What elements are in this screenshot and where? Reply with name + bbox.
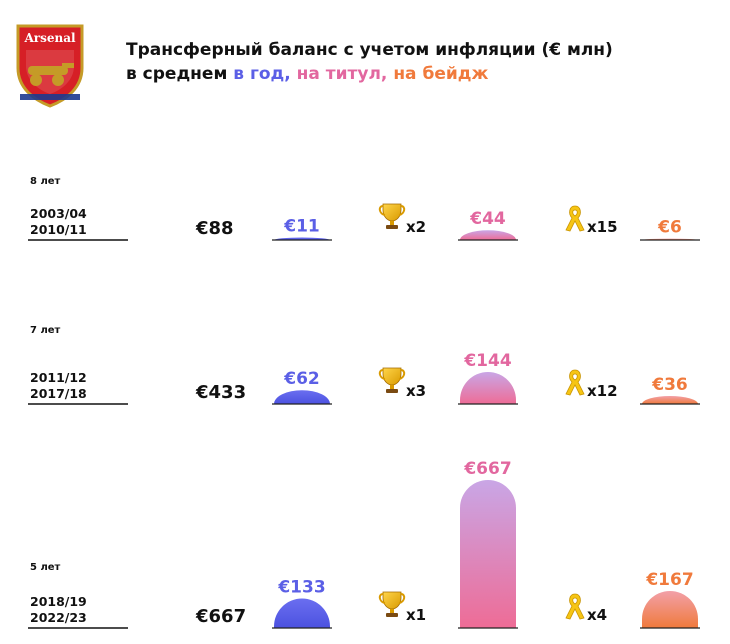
bar-per-badge — [642, 396, 698, 404]
yellow-ribbon-icon — [565, 593, 585, 620]
period-length: 8 лет — [30, 176, 61, 187]
total-balance: €433 — [195, 382, 246, 403]
season-end: 2010/11 — [30, 222, 87, 237]
trophy-base — [386, 389, 398, 393]
trophy-stem — [390, 385, 394, 389]
badges-count: x12 — [587, 382, 618, 400]
season-end: 2017/18 — [30, 386, 87, 401]
data-label-per-year: €62 — [283, 369, 320, 389]
season-start: 2018/19 — [30, 594, 87, 609]
trophy-cup — [382, 203, 402, 222]
data-label-per-year: €11 — [283, 217, 320, 237]
title-prefix: в среднем — [126, 64, 228, 84]
trophy-handle-right — [398, 205, 406, 216]
trophy-base — [386, 613, 398, 617]
bar-per-year — [274, 390, 330, 404]
trophy-icon — [378, 367, 406, 393]
data-label-per-badge: €36 — [651, 375, 688, 395]
data-label-per-year: €133 — [277, 577, 325, 597]
data-label-per-title: €144 — [463, 351, 511, 371]
legend-per-title: на титул, — [296, 64, 388, 84]
ribbon-shape — [565, 369, 585, 396]
trophy-base — [386, 225, 398, 229]
total-balance: €88 — [195, 218, 234, 239]
bar-per-title — [460, 372, 516, 404]
trophy-handle-left — [378, 593, 386, 604]
badges-count: x4 — [587, 606, 607, 624]
trophy-handle-right — [398, 593, 406, 604]
period-length: 7 лет — [30, 325, 61, 336]
bar-per-year — [274, 237, 330, 240]
trophy-cup — [382, 367, 402, 386]
season-end: 2022/23 — [30, 610, 87, 625]
data-label-per-badge: €6 — [657, 218, 682, 238]
trophy-stem — [390, 609, 394, 613]
badges-count: x15 — [587, 218, 618, 236]
data-label-per-badge: €167 — [645, 570, 693, 590]
bar-per-title — [460, 230, 516, 240]
bar-per-year — [274, 598, 330, 628]
yellow-ribbon-icon — [565, 205, 585, 232]
data-label-per-title: €667 — [463, 459, 511, 479]
chart-title: Трансферный баланс с учетом инфляции (€ … — [126, 38, 716, 86]
logo-text: Arsenal — [23, 31, 76, 45]
title-line-1: Трансферный баланс с учетом инфляции (€ … — [126, 40, 613, 60]
data-label-per-title: €44 — [469, 209, 506, 229]
titles-count: x1 — [406, 606, 426, 624]
legend-per-badge: на бейдж — [393, 64, 489, 84]
legend-per-year: в год, — [233, 64, 291, 84]
trophy-icon — [378, 203, 406, 229]
trophy-handle-right — [398, 369, 406, 380]
bar-per-title — [460, 480, 516, 628]
ribbon-shape — [565, 205, 585, 232]
ribbon-shape — [565, 593, 585, 620]
trophy-stem — [390, 221, 394, 225]
titles-count: x2 — [406, 218, 426, 236]
arsenal-logo: Arsenal — [16, 24, 84, 108]
trophy-handle-left — [378, 369, 386, 380]
season-start: 2011/12 — [30, 370, 87, 385]
total-balance: €667 — [195, 606, 246, 627]
title-line-2: в среднем в год, на титул, на бейдж — [126, 62, 716, 86]
titles-count: x3 — [406, 382, 426, 400]
season-start: 2003/04 — [30, 206, 87, 221]
trophy-icon — [378, 591, 406, 617]
trophy-handle-left — [378, 205, 386, 216]
period-length: 5 лет — [30, 562, 61, 573]
bar-per-badge — [642, 590, 698, 628]
trophy-cup — [382, 591, 402, 610]
yellow-ribbon-icon — [565, 369, 585, 396]
